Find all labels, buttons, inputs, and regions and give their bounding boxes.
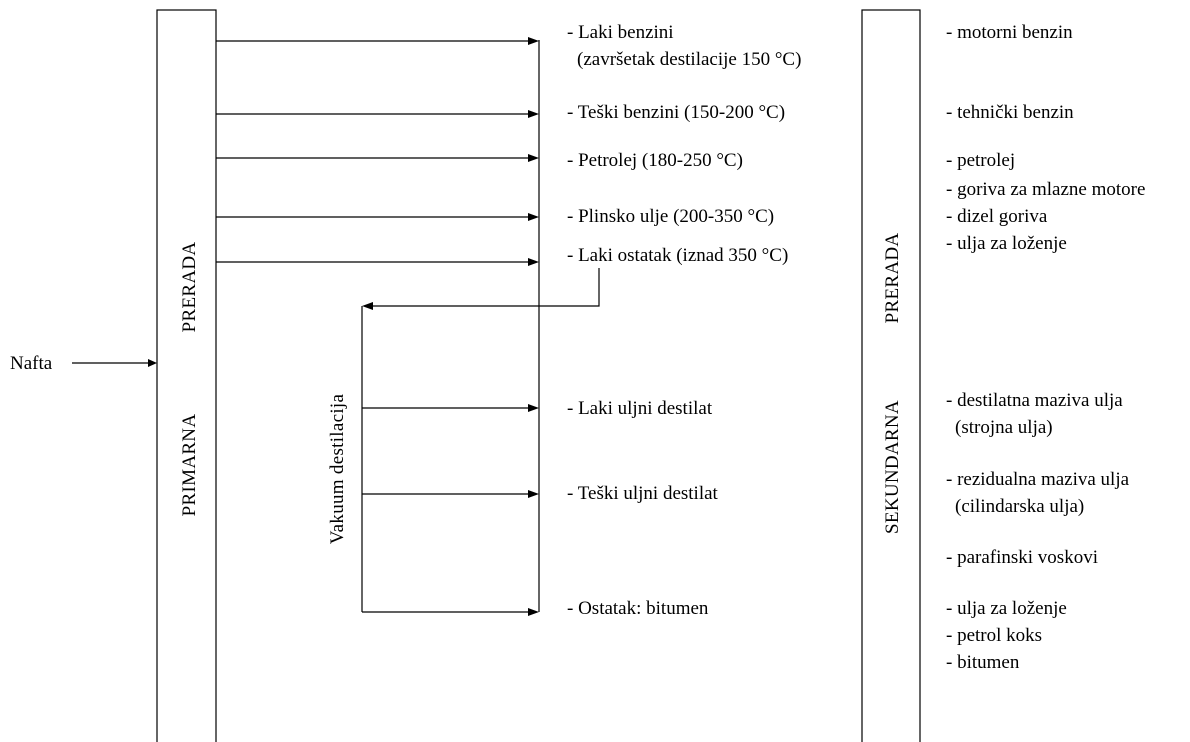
input-arrowhead [148,359,157,367]
light-residue-return-line [370,268,600,307]
secondary-label-line1: SEKUNDARNA [882,400,903,534]
final-petrol-koks: - petrol koks [946,625,1042,646]
product-laki-benzini-note: (završetak destilacije 150 °C) [577,49,801,70]
arrowhead-laki-ostatak [528,258,539,266]
product-ostatak-bitumen: - Ostatak: bitumen [567,598,709,619]
arrowhead-plinsko-ulje [528,213,539,221]
product-laki-ostatak: - Laki ostatak (iznad 350 °C) [567,245,788,266]
product-laki-benzini: - Laki benzini [567,22,674,43]
vacuum-distillation-label: Vakuum destilacija [327,393,348,544]
secondary-processing-column [861,9,921,742]
final-ulja-za-lozenje-2: - ulja za loženje [946,598,1067,619]
final-goriva-za-mlazne-motore: - goriva za mlazne motore [946,179,1145,200]
arrowhead-ostatak-bitumen [528,608,539,616]
secondary-label-line2: PRERADA [882,233,903,324]
primary-processing-column [156,9,217,742]
final-bitumen: - bitumen [946,652,1020,673]
primary-label-line1: PRIMARNA [179,414,200,517]
product-laki-uljni-destilat: - Laki uljni destilat [567,398,713,419]
final-destilatna-maziva-ulja: - destilatna maziva ulja [946,390,1123,411]
final-motorni-benzin: - motorni benzin [946,22,1073,43]
final-ulja-za-lozenje-1: - ulja za loženje [946,233,1067,254]
final-dizel-goriva: - dizel goriva [946,206,1048,227]
final-petrolej: - petrolej [946,150,1015,171]
final-strojna-ulja: (strojna ulja) [955,417,1053,438]
arrowhead-laki-uljni-destilat [528,404,539,412]
light-residue-return-arrowhead [362,302,373,310]
final-parafinski-voskovi: - parafinski voskovi [946,547,1098,568]
product-teski-uljni-destilat: - Teški uljni destilat [567,483,719,504]
arrowhead-petrolej [528,154,539,162]
arrowhead-laki-benzini [528,37,539,45]
final-tehnicki-benzin: - tehnički benzin [946,102,1074,123]
arrowhead-teski-uljni-destilat [528,490,539,498]
product-plinsko-ulje: - Plinsko ulje (200-350 °C) [567,206,774,227]
product-teski-benzini: - Teški benzini (150-200 °C) [567,102,785,123]
final-cilindarska-ulja: (cilindarska ulja) [955,496,1084,517]
arrowhead-teski-benzini [528,110,539,118]
final-rezidualna-maziva-ulja: - rezidualna maziva ulja [946,469,1130,490]
product-petrolej: - Petrolej (180-250 °C) [567,150,743,171]
primary-label-line2: PRERADA [179,242,200,333]
input-label-nafta: Nafta [10,353,53,374]
